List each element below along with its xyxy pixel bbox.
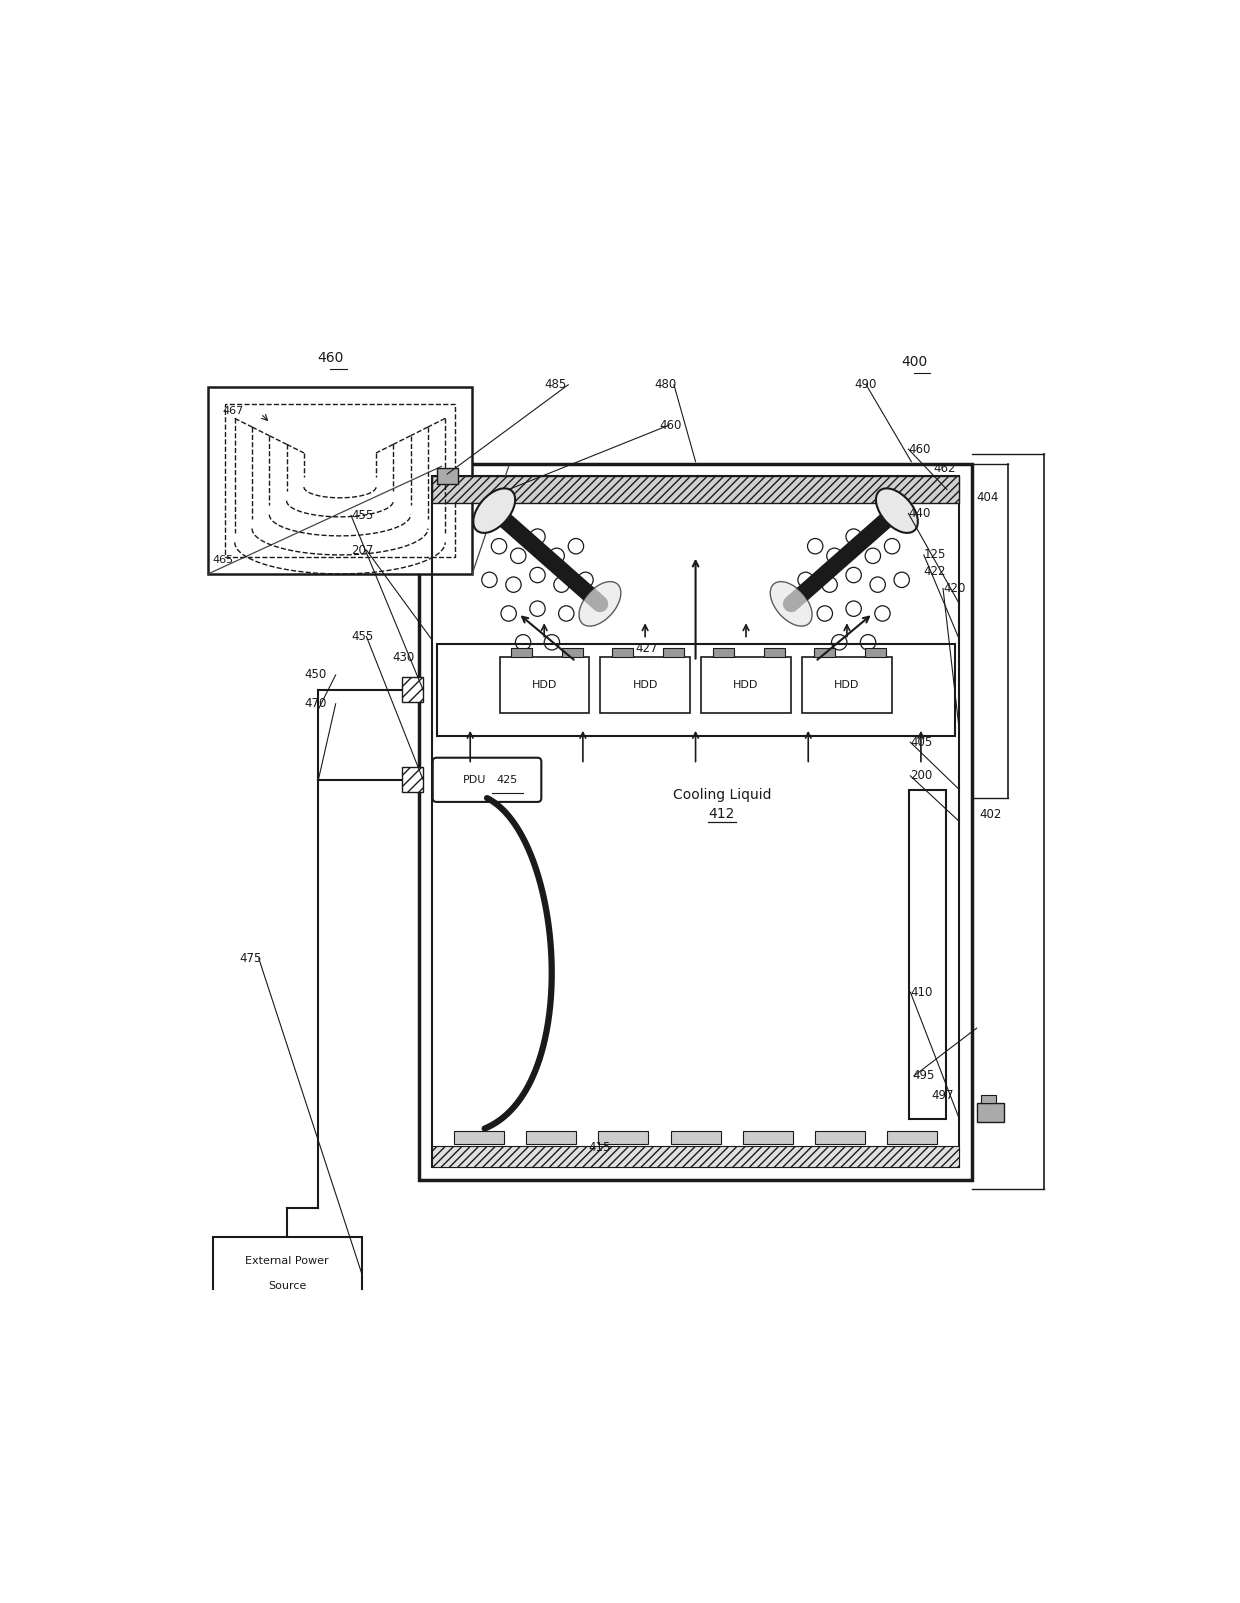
Ellipse shape [875,489,918,532]
Text: Cooling Liquid: Cooling Liquid [673,789,771,802]
Bar [454,1132,503,1145]
FancyBboxPatch shape [433,758,542,802]
Text: 430: 430 [392,651,414,664]
Text: 460: 460 [909,442,931,455]
Bar [226,404,455,556]
Bar [402,678,423,702]
Text: 410: 410 [910,986,932,999]
Text: 422: 422 [924,564,946,577]
Text: 460: 460 [660,418,682,431]
Text: HDD: HDD [835,680,859,691]
Text: 450: 450 [304,668,326,681]
Ellipse shape [474,489,515,532]
Bar [500,657,589,713]
Bar [511,648,532,657]
Bar [764,648,785,657]
Bar [432,476,960,1167]
Bar [432,1146,960,1167]
Bar [743,1132,792,1145]
Text: 427: 427 [635,641,658,654]
Text: 465: 465 [213,555,234,564]
Bar [671,1132,720,1145]
Text: 460: 460 [317,351,343,365]
Bar [909,790,946,1119]
Text: HDD: HDD [632,680,657,691]
Bar [526,1132,577,1145]
Text: Source: Source [268,1281,306,1290]
Text: 467: 467 [222,406,243,415]
Text: 490: 490 [854,378,877,391]
Text: 207: 207 [351,543,373,556]
Bar [432,476,960,503]
Text: HDD: HDD [733,680,759,691]
Text: 462: 462 [934,462,956,474]
Bar [436,468,458,484]
Bar [864,648,885,657]
Text: 404: 404 [977,491,999,503]
Bar [436,644,955,736]
Text: 485: 485 [544,378,567,391]
Text: 480: 480 [655,378,677,391]
Bar [802,657,892,713]
Text: 405: 405 [910,736,932,749]
Bar [977,1103,1003,1122]
Text: 200: 200 [910,769,932,782]
Text: 400: 400 [901,354,928,369]
Text: 495: 495 [913,1069,935,1082]
Bar [815,1132,866,1145]
Text: 470: 470 [304,697,326,710]
Bar [599,1132,649,1145]
Bar [982,1095,996,1103]
Text: 440: 440 [909,507,931,519]
Bar [402,768,423,792]
Text: HDD: HDD [532,680,557,691]
Text: 412: 412 [709,808,735,821]
Bar [613,648,634,657]
Bar [208,386,472,574]
Bar [419,463,972,1180]
Bar [600,657,689,713]
Bar [702,657,791,713]
Text: 455: 455 [351,630,373,643]
Bar [663,648,684,657]
Text: 425: 425 [496,774,518,785]
Text: 402: 402 [980,808,1002,821]
Text: 475: 475 [239,952,262,965]
Text: 455: 455 [351,508,373,523]
Ellipse shape [770,582,812,627]
Bar [213,1238,362,1310]
Bar [887,1132,937,1145]
Ellipse shape [579,582,621,627]
Bar [813,648,835,657]
Text: 497: 497 [931,1090,954,1103]
Text: External Power: External Power [246,1255,329,1266]
Text: 420: 420 [942,582,966,595]
Bar [713,648,734,657]
Text: PDU: PDU [464,774,486,785]
Text: 415: 415 [589,1141,611,1154]
Bar [562,648,583,657]
Text: 125: 125 [924,548,946,561]
